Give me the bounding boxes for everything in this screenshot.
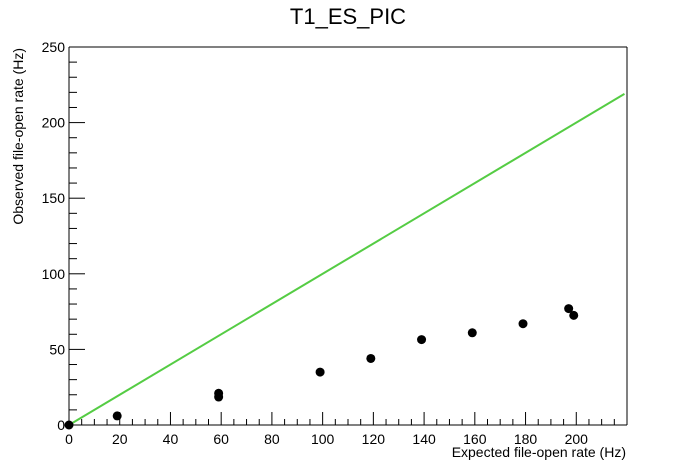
x-tick-label: 40 [163, 431, 179, 447]
data-point [315, 367, 325, 377]
y-tick-label: 250 [42, 39, 66, 55]
y-axis-label: Observed file-open rate (Hz) [10, 48, 26, 225]
x-tick-label: 180 [514, 431, 538, 447]
x-axis-label: Expected file-open rate (Hz) [452, 444, 626, 460]
x-tick-label: 200 [565, 431, 589, 447]
y-tick-label: 100 [42, 266, 66, 282]
x-tick-label: 60 [213, 431, 229, 447]
chart-title: T1_ES_PIC [290, 4, 406, 29]
chart-marks [64, 93, 625, 430]
data-point [366, 353, 376, 363]
x-tick-label: 120 [362, 431, 386, 447]
data-point [64, 420, 74, 430]
x-tick-label: 20 [112, 431, 128, 447]
y-tick-label: 0 [57, 417, 65, 433]
data-point [564, 304, 574, 314]
data-point [467, 328, 477, 338]
data-point [417, 335, 427, 345]
tick-labels: 0 20 40 60 80 100 120 140 160 180 200 0 50 100 150 200 2… [42, 39, 589, 447]
y-tick-label: 200 [42, 115, 66, 131]
x-tick-label: 0 [65, 431, 73, 447]
x-tick-label: 100 [311, 431, 335, 447]
data-point [214, 388, 224, 398]
x-tick-label: 80 [264, 431, 280, 447]
data-point [569, 310, 579, 320]
axis-ticks [68, 46, 628, 426]
data-point [518, 319, 528, 329]
y-tick-label: 150 [42, 190, 66, 206]
data-point [112, 411, 122, 421]
x-tick-label: 140 [412, 431, 436, 447]
y-tick-label: 50 [49, 341, 65, 357]
x-tick-label: 160 [463, 431, 487, 447]
reference-line [68, 93, 625, 426]
